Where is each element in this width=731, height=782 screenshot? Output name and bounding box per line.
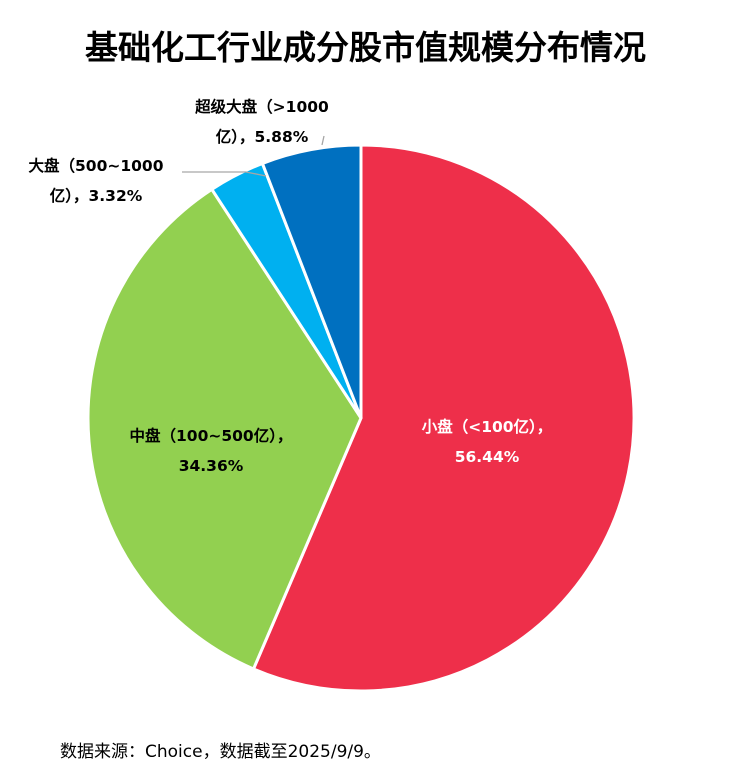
slice-label-4-line-1: 超级大盘（>1000 (194, 97, 329, 116)
source-note: 数据来源：Choice，数据截至2025/9/9。 (60, 742, 381, 762)
pie-slices (86, 143, 636, 693)
slice-label-3: 大盘（500~1000 亿），3.32% (29, 156, 164, 205)
slice-label-1: 小盘（<100亿）， 56.44% (422, 417, 553, 466)
slice-labels: 小盘（<100亿）， 56.44% 中盘（100~500亿）， 34.36% 大盘（50… (29, 97, 553, 475)
slice-label-2-line-1: 中盘（100~500亿）， (130, 426, 293, 445)
pie-slice-1 (251, 143, 636, 693)
chart-title: 基础化工行业成分股市值规模分布情况 (85, 28, 646, 67)
leader-lines (182, 135, 325, 177)
slice-label-4: 超级大盘（>1000 亿），5.88% (194, 97, 329, 146)
slice-label-2-line-2: 34.36% (179, 457, 244, 475)
slice-label-3-line-1: 大盘（500~1000 (29, 156, 164, 175)
leader-line-3 (182, 171, 267, 177)
slice-label-1-line-1: 小盘（<100亿）， (422, 417, 553, 436)
pie-slice-2 (86, 187, 363, 671)
slice-label-2: 中盘（100~500亿）， 34.36% (130, 426, 293, 475)
slice-label-3-line-2: 亿），3.32% (50, 186, 143, 205)
leader-line-4 (321, 135, 325, 146)
slice-label-1-line-2: 56.44% (455, 448, 520, 466)
pie-slice-4 (260, 143, 363, 419)
slice-label-4-line-2: 亿），5.88% (216, 127, 309, 146)
